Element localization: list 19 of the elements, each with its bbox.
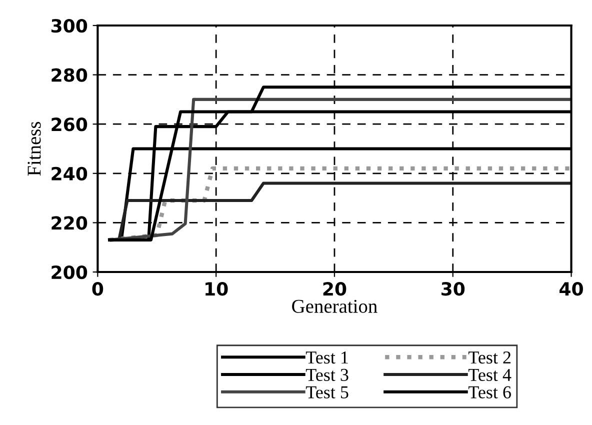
y-tick-label: 240 xyxy=(52,166,88,181)
y-tick-label: 280 xyxy=(52,68,88,82)
y-tick-label: 220 xyxy=(52,216,88,230)
x-tick-label: 40 xyxy=(560,282,583,296)
legend-label: Test 5 xyxy=(306,386,348,398)
legend-label: Test 3 xyxy=(306,368,348,381)
legend-label: Test 6 xyxy=(468,386,511,398)
y-axis-title: Fitness xyxy=(28,122,41,176)
legend-label: Test 4 xyxy=(468,368,512,381)
legend-label: Test 2 xyxy=(468,351,511,364)
legend-label: Test 1 xyxy=(306,352,348,364)
x-axis-title: Generation xyxy=(292,300,378,313)
y-tick-label: 200 xyxy=(52,265,88,280)
y-tick-label: 300 xyxy=(51,18,88,33)
y-tick-label: 260 xyxy=(52,118,88,132)
x-tick-label: 0 xyxy=(92,282,104,296)
x-tick-label: 30 xyxy=(442,282,465,296)
x-tick-label: 10 xyxy=(206,282,228,296)
x-tick-label: 20 xyxy=(323,282,346,296)
